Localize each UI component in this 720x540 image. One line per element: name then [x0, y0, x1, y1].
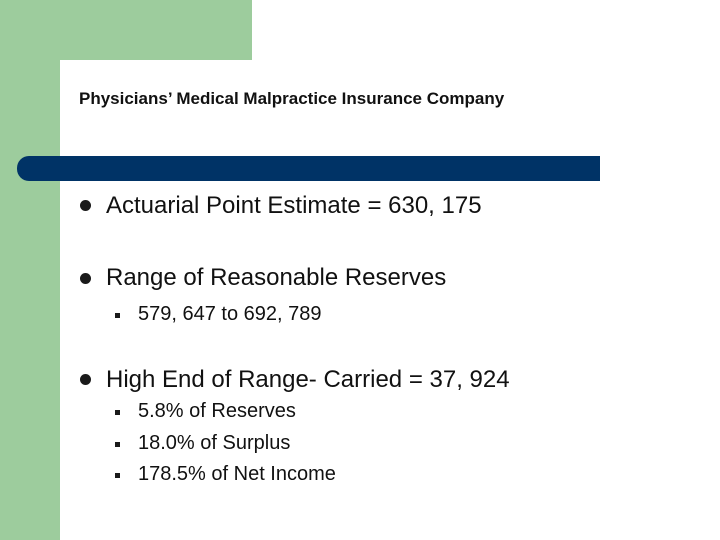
sub-bullet-square [115, 473, 120, 478]
bullet-text: Range of Reasonable Reserves [106, 264, 447, 291]
bullet-dot [80, 374, 91, 385]
sub-bullet-text: 178.5% of Net Income [138, 463, 336, 485]
sub-bullet-square [115, 313, 120, 318]
sub-bullet-text: 579, 647 to 692, 789 [138, 303, 322, 325]
sub-bullet-text: 5.8% of Reserves [138, 400, 296, 422]
bullet-text: High End of Range- Carried = 37, 924 [106, 366, 510, 393]
bullet-text: Actuarial Point Estimate = 630, 175 [106, 192, 482, 219]
bullet-dot [80, 273, 91, 284]
green-top-band [0, 0, 252, 60]
bullet-dot [80, 200, 91, 211]
slide-title: Physicians’ Medical Malpractice Insuranc… [79, 89, 505, 108]
sub-bullet-text: 18.0% of Surplus [138, 432, 291, 454]
content-panel [60, 60, 720, 540]
title-underline-bar [17, 156, 600, 181]
sub-bullet-square [115, 410, 120, 415]
green-left-band [0, 0, 60, 540]
sub-bullet-square [115, 442, 120, 447]
